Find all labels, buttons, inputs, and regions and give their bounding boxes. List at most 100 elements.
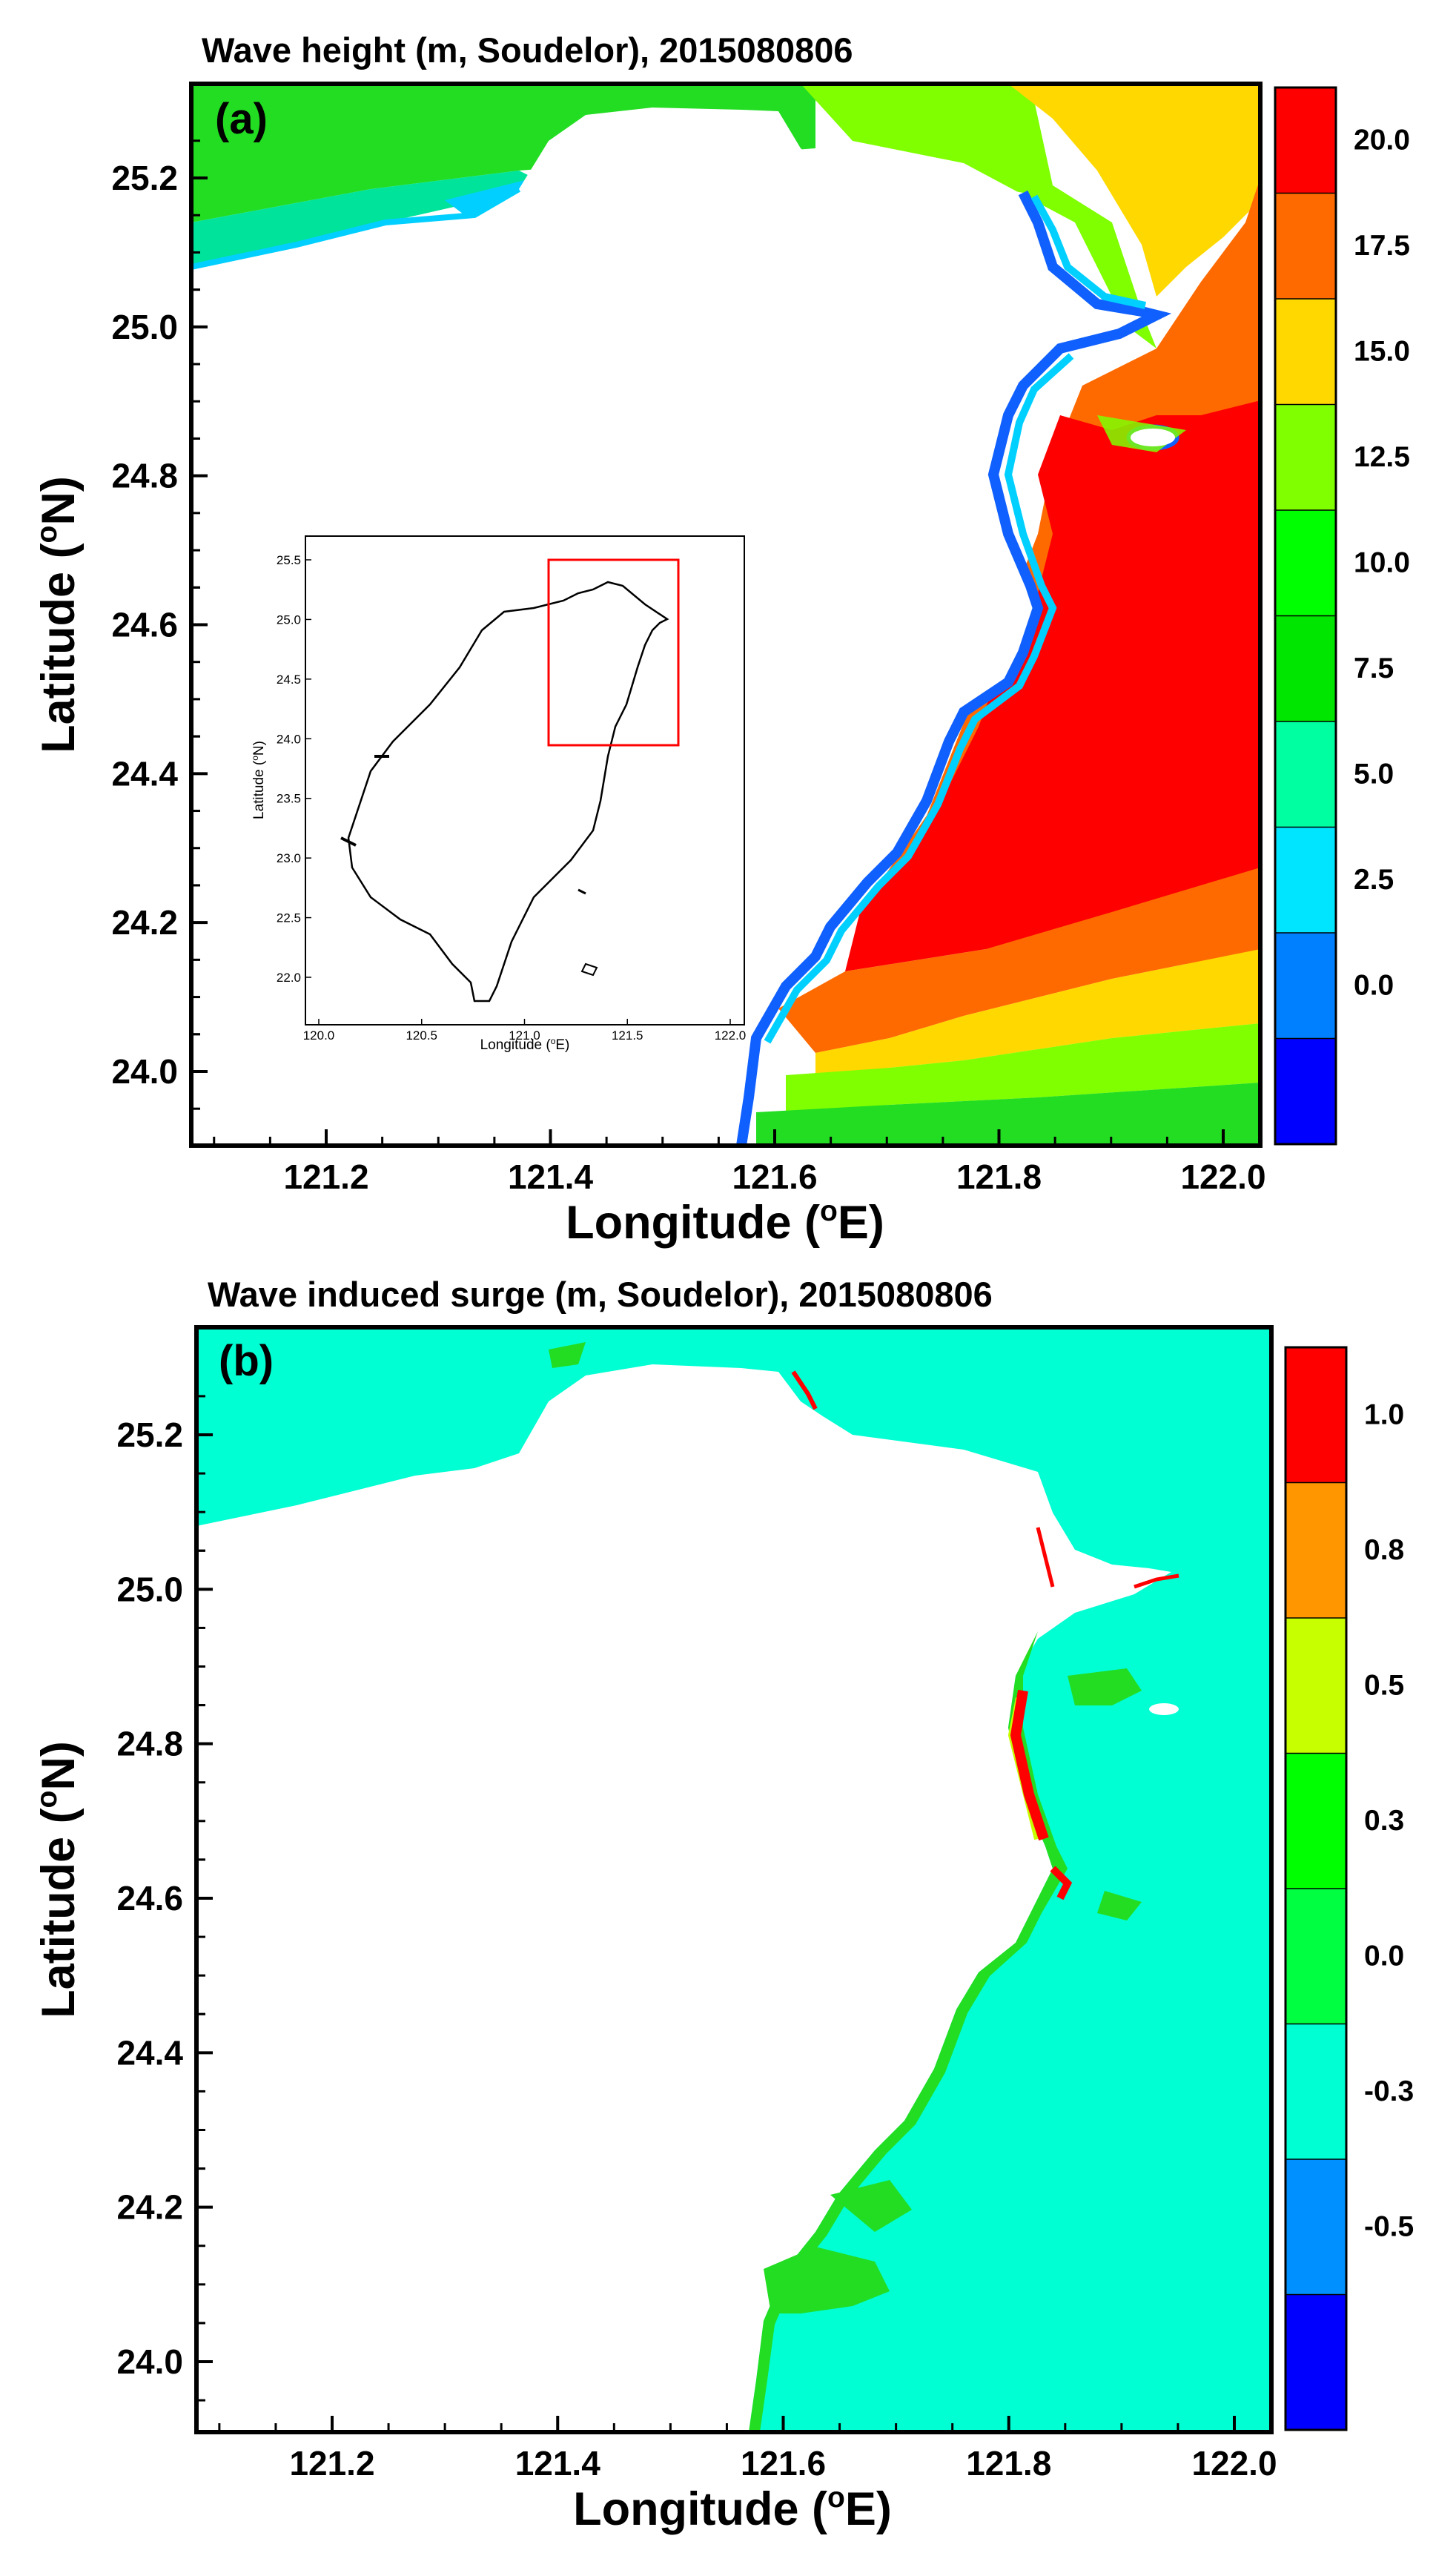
- inset-ytick-label: 24.5: [277, 673, 301, 687]
- panel-a-colorbar-swatch: [1275, 87, 1336, 194]
- panel-a-colorbar-swatch: [1275, 721, 1336, 828]
- panel-b-title: Wave induced surge (m, Soudelor), 201508…: [208, 1275, 993, 1314]
- panel-b-colorbar-swatch: [1285, 1347, 1346, 1483]
- panel-a-colorbar-label: 15.0: [1354, 335, 1410, 367]
- inset-ytick-label: 22.0: [277, 971, 301, 985]
- sea-south-orange: [778, 868, 1260, 1053]
- panel-b-ytick-label: 24.6: [116, 1879, 183, 1918]
- panel-a-colorbar-label: 20.0: [1354, 124, 1410, 156]
- panel-a-frame: [189, 82, 1263, 1148]
- surge-north-patch: [549, 1342, 586, 1368]
- surge-north-red: [791, 1370, 818, 1410]
- land-taiwan-b: [196, 1364, 1171, 2432]
- panel-a-ytick-label: 24.0: [111, 1052, 178, 1091]
- panel-b-colorbar: 1.0 0.8 0.5 0.3 0.0 -0.3 -0.5: [1284, 1346, 1414, 2431]
- surge-near-red-tip: [1050, 1866, 1073, 1900]
- sea-east-red: [845, 400, 1260, 971]
- inset-ytick-label: 23.5: [277, 792, 301, 806]
- panel-a: Wave height (m, Soudelor), 2015080806: [31, 30, 1410, 1249]
- panel-b-ylabel: Latitude (oN): [31, 1741, 85, 2018]
- sea-north-yellow: [1008, 84, 1260, 297]
- panel-a-colorbar-swatch: [1275, 933, 1336, 1039]
- inset-xtick-label: 120.0: [303, 1028, 335, 1043]
- panel-a-colorbar-label: 12.5: [1354, 441, 1410, 473]
- inset-ytick-label: 25.0: [277, 612, 301, 627]
- surge-east-edge: [1036, 1527, 1055, 1588]
- panel-a-colorbar-swatch: [1275, 615, 1336, 721]
- panel-a-colorbar-label: 0.0: [1354, 969, 1394, 1001]
- panel-b-colorbar-swatch: [1285, 2159, 1346, 2295]
- panel-a-colorbar-label: 7.5: [1354, 653, 1394, 684]
- panel-b-colorbar-swatch: [1285, 1753, 1346, 1889]
- inset-ytick-label: 23.0: [277, 851, 301, 865]
- inset-xtick-label: 120.5: [406, 1028, 437, 1043]
- panel-b: Wave induced surge (m, Soudelor), 201508…: [31, 1275, 1414, 2535]
- panel-a-xtick-label: 121.2: [283, 1157, 368, 1196]
- panel-b-colorbar-label: -0.5: [1364, 2210, 1414, 2242]
- panel-a-title: Wave height (m, Soudelor), 2015080806: [202, 30, 853, 70]
- panel-b-ytick-label: 24.0: [116, 2342, 183, 2381]
- surge-tip-dots: [1134, 1573, 1179, 1589]
- surge-shelf-green-4: [764, 2247, 890, 2313]
- panel-b-xlabel: Longitude (oE): [573, 2482, 892, 2535]
- sea-south-lightgreen: [786, 1023, 1260, 1112]
- surge-near-green: [749, 1631, 1068, 2432]
- panel-b-colorbar-label: 0.0: [1364, 1940, 1404, 1972]
- sea-north-lightgreen: [801, 84, 1156, 349]
- sea-south-yellow: [815, 949, 1260, 1075]
- panel-a-ytick-label: 24.4: [111, 754, 178, 793]
- panel-b-colorbar-swatch: [1285, 2294, 1346, 2430]
- panel-b-colorbar-label: 0.5: [1364, 1669, 1404, 1701]
- panel-a-ytick-label: 24.8: [111, 457, 178, 495]
- panel-a-ytick-label: 24.6: [111, 606, 178, 644]
- panel-b-colorbar-label: 0.3: [1364, 1805, 1404, 1837]
- panel-a-colorbar-swatch: [1275, 827, 1336, 933]
- panel-b-colorbar-label: 0.8: [1364, 1534, 1404, 1566]
- panel-b-ytick-label: 25.0: [116, 1570, 183, 1608]
- panel-b-colorbar-swatch: [1285, 2024, 1346, 2159]
- surge-near-red: [1010, 1689, 1049, 1841]
- inset-map: 120.0 120.5 121.0 121.5 122.0 25.5 25.0 24.5 24.…: [250, 535, 747, 1053]
- panel-b-colorbar-swatch: [1285, 1889, 1346, 2024]
- coast-fringe-east: [736, 190, 1172, 1146]
- surge-shelf-green-3: [830, 2180, 912, 2232]
- panel-a-label: (a): [215, 95, 268, 143]
- inset-xlabel: Longitude (oE): [480, 1036, 570, 1053]
- panel-b-ytick-label: 25.2: [116, 1416, 183, 1454]
- panel-a-xlabel: Longitude (oE): [566, 1195, 884, 1249]
- panel-b-ytick-label: 24.8: [116, 1725, 183, 1763]
- panel-b-colorbar-swatch: [1285, 1482, 1346, 1618]
- inset-ytick-label: 25.5: [277, 553, 301, 567]
- inset-taiwan-outline: [347, 581, 669, 1003]
- panel-a-ytick-label: 25.0: [111, 308, 178, 346]
- panel-a-ytick-label: 25.2: [111, 159, 178, 197]
- inset-study-area: [547, 558, 680, 747]
- panel-a-xtick-label: 121.4: [508, 1157, 594, 1196]
- panel-a-xtick-label: 122.0: [1180, 1157, 1265, 1196]
- panel-b-xtick-label: 121.8: [966, 2444, 1051, 2483]
- panel-a-xtick-label: 121.8: [956, 1157, 1042, 1196]
- panel-b-xtick-label: 121.2: [289, 2444, 374, 2483]
- panel-b-colorbar-swatch: [1285, 1618, 1346, 1754]
- panel-b-xtick-label: 121.4: [515, 2444, 601, 2483]
- inset-ytick-label: 24.0: [277, 732, 301, 746]
- offshore-island-b: [1149, 1703, 1179, 1715]
- panel-a-colorbar-label: 17.5: [1354, 230, 1410, 262]
- inset-ylabel: Latitude (oN): [250, 741, 267, 819]
- panel-a-colorbar-label: 10.0: [1354, 546, 1410, 578]
- surge-shelf-green-2: [1097, 1891, 1142, 1920]
- panel-b-ytick-label: 24.2: [116, 2188, 183, 2227]
- panel-a-ylabel: Latitude (oN): [31, 476, 85, 753]
- panel-a-colorbar: 20.0 17.5 15.0 12.5 10.0 7.5 5.0 2.5 0.0: [1274, 86, 1410, 1146]
- panel-a-xtick-label: 121.6: [732, 1157, 817, 1196]
- panel-a-colorbar-swatch: [1275, 404, 1336, 510]
- panel-a-colorbar-label: 5.0: [1354, 758, 1394, 790]
- panel-a-colorbar-swatch: [1275, 193, 1336, 299]
- inset-ytick-label: 22.5: [277, 911, 301, 925]
- inset-xtick-label: 122.0: [715, 1028, 747, 1043]
- panel-b-xtick-label: 122.0: [1191, 2444, 1277, 2483]
- panel-b-ytick-label: 24.4: [116, 2033, 183, 2072]
- coast-fringe-north: [191, 186, 521, 270]
- sea-north-teal: [191, 171, 549, 267]
- panel-a-ytick-label: 24.2: [111, 903, 178, 942]
